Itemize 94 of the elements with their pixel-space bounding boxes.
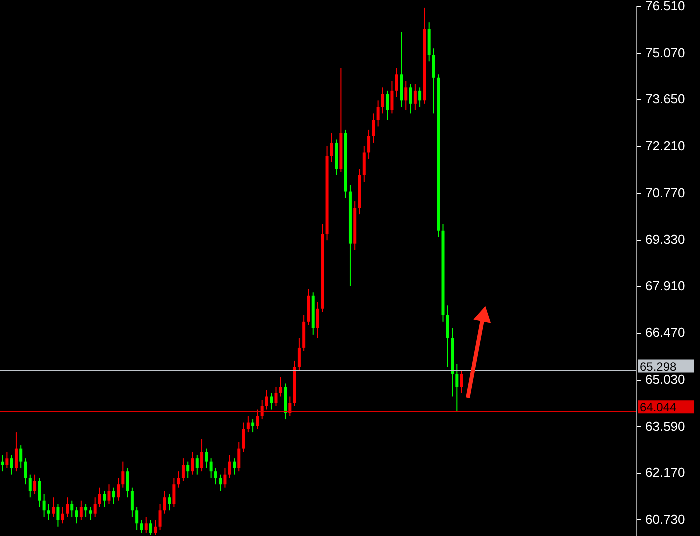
candlestick — [186, 461, 190, 479]
candlestick — [6, 452, 9, 469]
candlestick — [182, 458, 185, 482]
candlestick — [372, 113, 376, 144]
y-tick-label: 69.330 — [646, 232, 686, 248]
candlestick — [28, 474, 32, 498]
candlestick — [150, 520, 152, 536]
y-tick-label: 65.030 — [646, 372, 686, 388]
y-tick-label: 73.650 — [646, 92, 686, 107]
candlestick — [368, 129, 371, 160]
candlestick — [298, 338, 301, 372]
candlestick — [386, 90, 390, 121]
candlestick — [61, 506, 64, 524]
y-tick-label: 76.510 — [646, 0, 686, 14]
candlestick — [47, 504, 50, 521]
candlestick — [89, 506, 92, 521]
y-tick-label: 60.730 — [646, 512, 686, 527]
candlestick — [177, 471, 180, 488]
candlestick — [172, 478, 176, 508]
candlestick — [316, 302, 320, 339]
candlestick — [390, 80, 394, 114]
candlestick — [94, 497, 97, 518]
candlestick — [238, 442, 241, 472]
y-tick-label: 63.590 — [646, 418, 686, 434]
candlestick — [10, 454, 14, 476]
candlestick — [66, 497, 69, 518]
candlestick — [103, 490, 106, 508]
candlestick — [409, 84, 412, 114]
candlestick — [362, 146, 366, 183]
candlestick — [432, 48, 436, 114]
candlestick — [42, 494, 46, 518]
candlestick — [460, 370, 464, 394]
candlestick — [242, 422, 246, 453]
y-tick-label: 75.070 — [646, 45, 686, 60]
candlestick — [117, 478, 120, 502]
y-tick-label: 66.470 — [646, 325, 686, 340]
candlestick — [14, 432, 18, 472]
candlestick — [233, 458, 236, 476]
y-tick-label: 72.210 — [646, 138, 686, 154]
candlestick — [98, 487, 102, 508]
candlestick — [163, 490, 166, 514]
candlestick — [196, 454, 199, 476]
candlestick — [200, 438, 204, 472]
candlestick — [84, 504, 88, 518]
y-tick-label: 67.910 — [646, 278, 686, 294]
candlestick — [224, 468, 227, 488]
candlestick — [418, 87, 422, 108]
candlestick — [112, 487, 116, 505]
candlestick — [80, 500, 83, 521]
candlestick — [456, 364, 459, 412]
candlestick — [126, 468, 130, 498]
y-tick-label: 62.170 — [646, 465, 686, 480]
candlestick — [414, 84, 417, 111]
candlestick — [158, 504, 162, 531]
candlestick — [130, 487, 134, 518]
candlestick — [154, 520, 158, 536]
candlestick — [274, 386, 278, 408]
candlestick — [446, 305, 450, 368]
candlestick — [381, 87, 384, 114]
candlestick — [24, 458, 28, 486]
candlestick — [256, 409, 260, 430]
candlestick — [75, 506, 78, 524]
candlestick — [191, 452, 194, 476]
candlestick — [52, 497, 56, 518]
candlestick — [38, 478, 42, 508]
ref-line-label: 65.298 — [640, 360, 678, 374]
candlestick — [246, 416, 250, 434]
candlestick — [140, 520, 144, 534]
candlestick — [34, 474, 37, 495]
candlestick — [228, 454, 232, 479]
candlestick — [270, 392, 274, 410]
candlestick — [56, 504, 60, 528]
candlestick — [144, 516, 148, 534]
candlestick — [219, 474, 222, 492]
candlestick — [279, 376, 282, 398]
candlestick — [205, 448, 208, 469]
candlestick — [168, 494, 172, 512]
candlestick — [20, 445, 23, 469]
candlestick — [1, 454, 4, 472]
candlestick — [265, 390, 268, 410]
candlestick — [136, 506, 139, 531]
candlestick — [376, 100, 380, 128]
candlestick — [260, 400, 264, 420]
candlestick — [252, 419, 255, 434]
candlestick — [214, 468, 218, 486]
candlestick — [108, 484, 111, 505]
candlestick — [404, 80, 408, 111]
y-tick-label: 70.770 — [646, 185, 686, 200]
ref-line-label: 64.044 — [640, 400, 678, 415]
candlestick — [395, 68, 398, 98]
candlestick — [70, 500, 74, 518]
candlestick — [210, 458, 213, 479]
candlestick — [330, 132, 334, 163]
candlestick — [122, 461, 125, 488]
